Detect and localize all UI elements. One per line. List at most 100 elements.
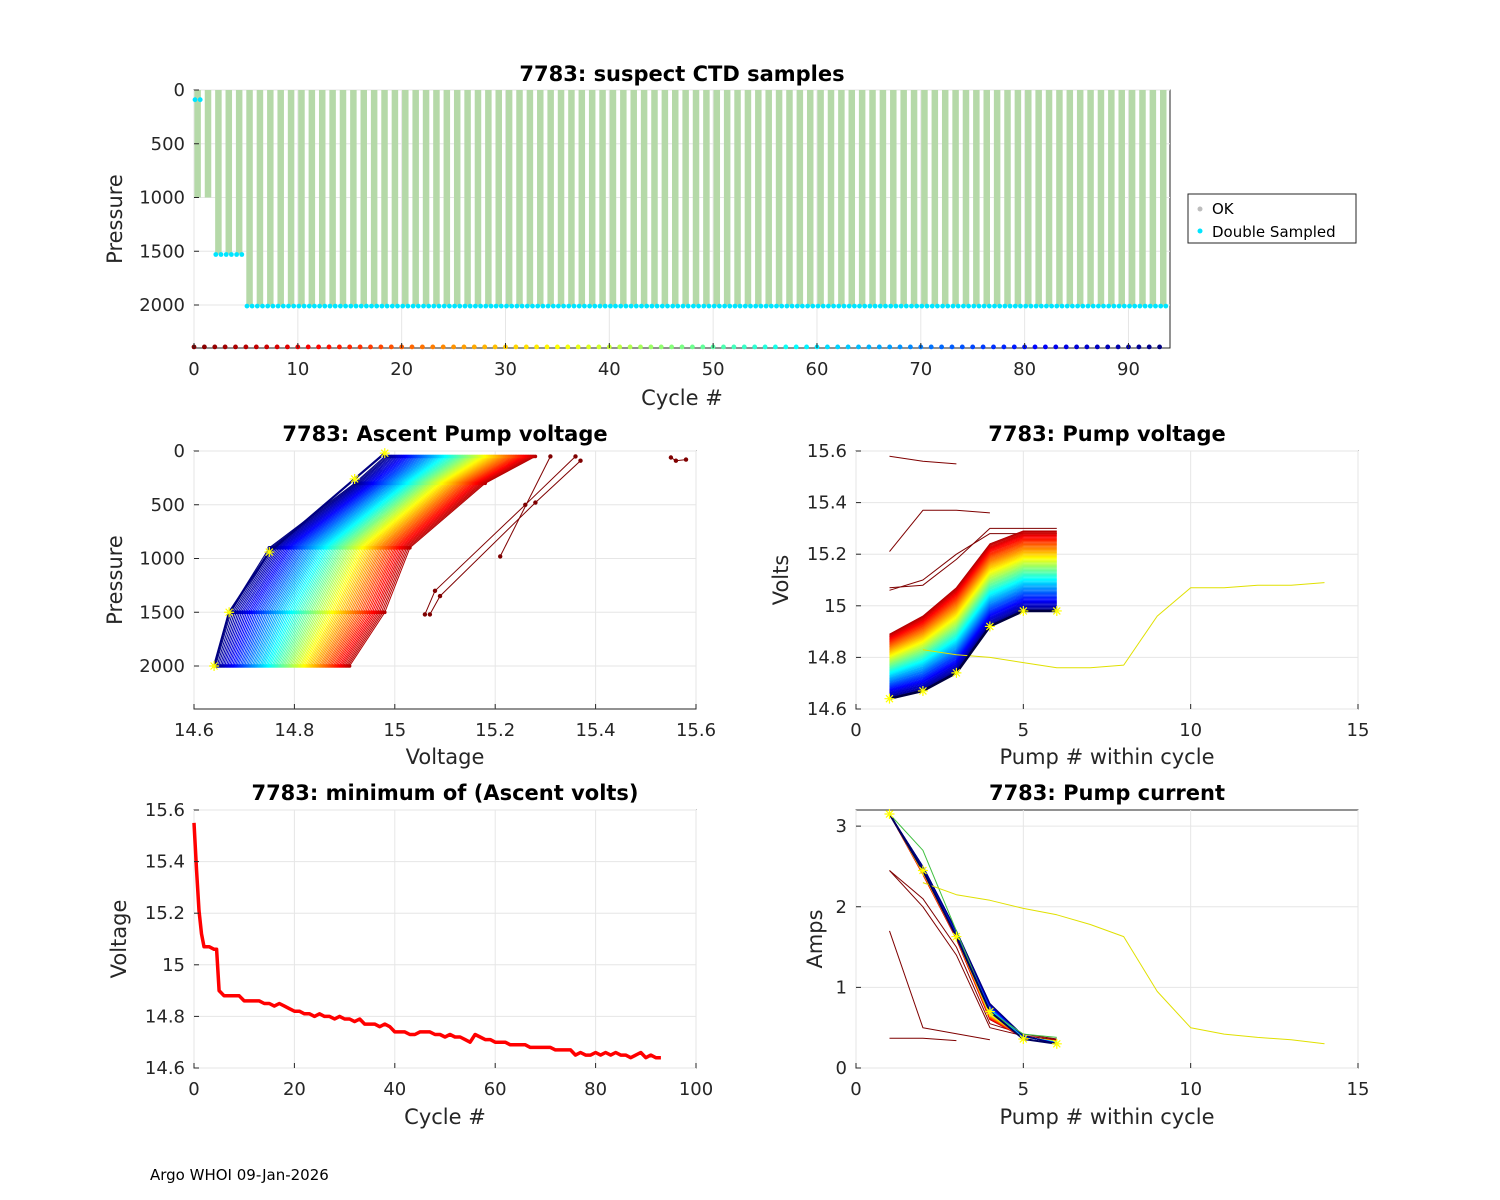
cycle-marker (731, 344, 737, 350)
cycle-profile (889, 578, 1057, 674)
suspect-ctd-panel: 0 10 20 30 40 50 60 70 80 90 0 500 1000 1500 2000 7783… (103, 62, 1357, 410)
cycle-profile (889, 545, 1057, 647)
double-sampled-point (421, 303, 426, 309)
double-sampled-point (389, 303, 395, 309)
double-sampled-point (639, 303, 644, 309)
cycle-marker (1146, 344, 1152, 350)
double-sampled-point (1070, 303, 1075, 309)
double-sampled-point (836, 303, 842, 309)
x-tick-label: 20 (283, 1079, 306, 1100)
cycle-profile (889, 598, 1057, 690)
cycle-marker (949, 344, 955, 350)
cycle-marker (388, 344, 394, 350)
y-axis-label: Pressure (103, 535, 127, 625)
double-sampled-point (914, 303, 920, 309)
cycle-marker (783, 344, 789, 350)
cycle-marker (534, 344, 539, 350)
double-sampled-point (981, 303, 987, 309)
early-cycle-profile (889, 870, 1057, 1041)
double-sampled-point (608, 303, 613, 309)
cycle-marker (1074, 344, 1079, 350)
x-tick-label: 60 (484, 1079, 507, 1100)
x-tick-label: 90 (1117, 359, 1140, 380)
double-sampled-point (862, 303, 868, 309)
cycle-profile (889, 597, 1057, 689)
cycle-profile (889, 813, 1057, 1045)
cycle-profile (889, 538, 1057, 642)
cycle-profile (889, 572, 1057, 669)
x-axis-label: Pump # within cycle (1000, 1105, 1215, 1129)
double-sampled-point (530, 303, 535, 309)
y-tick-label: 1000 (139, 188, 185, 209)
latest-cycle-star (884, 809, 895, 820)
cycle-profile (889, 599, 1057, 691)
axes-box (193, 809, 697, 1069)
latest-cycle-star (917, 865, 928, 876)
latest-cycle-star (1018, 605, 1029, 616)
x-tick-label: 100 (679, 1079, 713, 1100)
cycle-marker (1011, 344, 1017, 350)
double-sampled-point (940, 303, 945, 309)
cycle-marker (721, 344, 726, 350)
double-sampled-point (1059, 303, 1065, 309)
cycle-profile (889, 533, 1057, 637)
cycle-marker (980, 344, 986, 350)
double-sampled-point (1147, 303, 1153, 309)
double-sampled-point (322, 303, 328, 309)
early-cycle-profile (889, 1037, 957, 1042)
y-tick-label: 14.8 (807, 647, 847, 668)
cycle-profile (889, 577, 1057, 673)
double-sampled-point (763, 303, 769, 309)
double-sampled-point (415, 303, 421, 309)
double-sampled-point (1080, 303, 1086, 309)
cycle-marker (368, 344, 373, 350)
cycle-profile (889, 531, 1057, 636)
x-tick-label: 20 (390, 359, 413, 380)
double-sampled-point (582, 303, 587, 309)
cycle-profile (889, 540, 1057, 643)
y-tick-label: 3 (836, 816, 847, 837)
early-cycle-profile (424, 456, 576, 615)
x-tick-label: 10 (1179, 720, 1202, 741)
double-sampled-point (462, 303, 468, 309)
y-tick-label: 15.4 (145, 852, 185, 873)
cycle-marker (305, 344, 311, 350)
double-sampled-point (229, 252, 234, 257)
double-sampled-point (280, 303, 286, 309)
cycle-profile (889, 568, 1057, 666)
cycle-profile (889, 565, 1057, 663)
cycle-profile (889, 580, 1057, 676)
double-sampled-point (478, 303, 483, 309)
legend-ok-label: OK (1212, 200, 1235, 218)
early-cycle-point (422, 612, 428, 617)
early-cycle-profile (429, 460, 581, 615)
cycle-marker (793, 344, 799, 350)
cycle-marker (959, 344, 965, 350)
double-sampled-point (696, 303, 701, 309)
cycle-marker (835, 344, 841, 350)
cycle-profile (889, 546, 1057, 648)
double-sampled-point (1163, 303, 1169, 309)
cycle-profile (889, 549, 1057, 650)
double-sampled-point (935, 303, 940, 309)
cycle-marker (1001, 344, 1007, 350)
cycle-profile (889, 566, 1057, 664)
cycle-profile (889, 554, 1057, 655)
cycle-marker (565, 344, 571, 350)
double-sampled-point (774, 303, 779, 309)
double-sampled-point (966, 303, 971, 309)
double-sampled-point (1101, 303, 1106, 309)
cycle-marker (773, 344, 778, 350)
double-sampled-point (815, 303, 821, 309)
pump-current-panel: 0 5 10 15 0 1 2 3 7783: Pump current Pump # wit… (803, 781, 1369, 1129)
double-sampled-point (509, 303, 515, 309)
double-sampled-point (379, 303, 385, 309)
chart-title: 7783: Pump current (989, 781, 1225, 805)
double-sampled-point (945, 303, 951, 309)
x-tick-label: 0 (850, 1079, 861, 1100)
double-sampled-point (1002, 303, 1008, 309)
double-sampled-point (846, 303, 852, 309)
cycle-marker (638, 344, 643, 350)
cycle-marker (939, 344, 944, 350)
cycle-marker (233, 344, 238, 350)
